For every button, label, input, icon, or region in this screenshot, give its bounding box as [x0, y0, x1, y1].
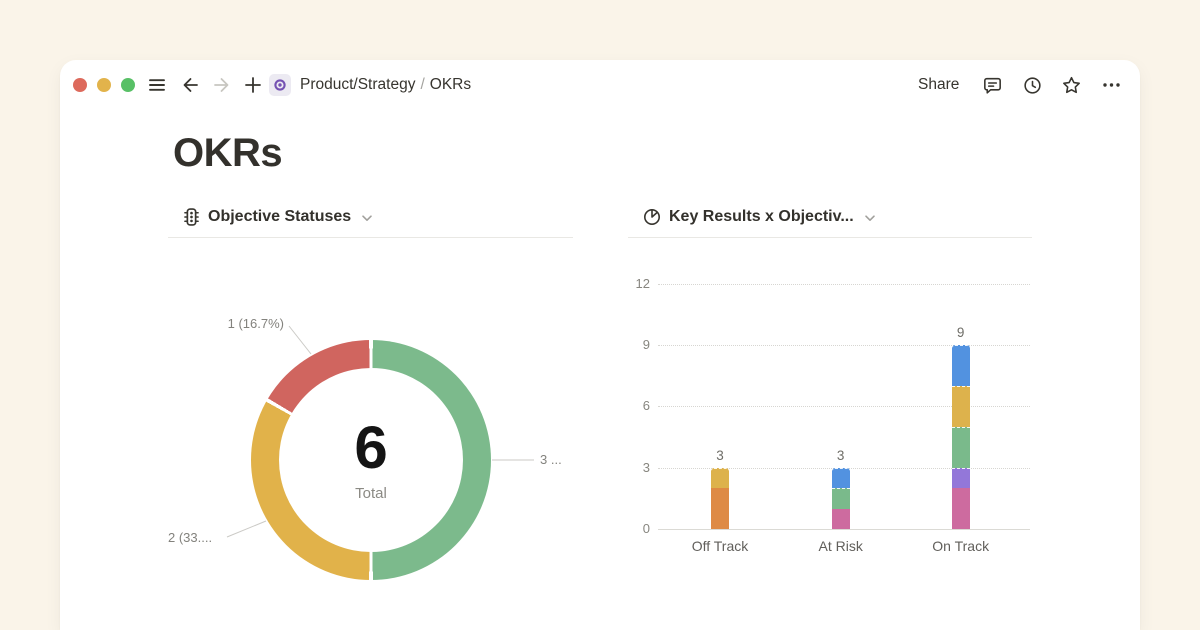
bar-category-label: At Risk [818, 538, 863, 554]
donut-chart[interactable]: 6 Total [251, 340, 491, 580]
x-axis-line [658, 529, 1030, 530]
traffic-light-zoom[interactable] [121, 78, 135, 92]
gridline [658, 344, 1030, 346]
bar-chart-title: Key Results x Objectiv... [669, 208, 854, 225]
bar-value-label: 9 [956, 324, 965, 340]
breadcrumb[interactable]: Product/Strategy / OKRs [300, 76, 471, 94]
y-tick-label: 3 [642, 459, 650, 475]
bar-segment[interactable] [711, 488, 729, 529]
bar-value-label: 3 [836, 447, 845, 463]
chevron-down-icon[interactable] [864, 214, 876, 223]
bar-value-label: 3 [716, 447, 724, 463]
bar-segment[interactable] [951, 344, 970, 386]
breadcrumb-parent[interactable]: Product/Strategy [300, 76, 416, 93]
donut-center: 6 Total [279, 368, 463, 552]
plus-icon[interactable] [243, 75, 263, 95]
bar-segment[interactable] [951, 488, 970, 529]
chevron-down-icon[interactable] [361, 214, 373, 223]
share-button[interactable]: Share [918, 76, 960, 93]
pie-chart-icon [644, 209, 660, 225]
bar-category-label: Off Track [691, 538, 749, 554]
breadcrumb-separator: / [420, 76, 425, 93]
bar-chart-divider [628, 237, 1032, 238]
donut-total-value: 6 [354, 414, 388, 481]
donut-chart-divider [168, 237, 573, 238]
bar-chart-header[interactable]: Key Results x Objectiv... [643, 208, 876, 226]
bar-segment[interactable] [951, 467, 970, 489]
y-tick-label: 12 [635, 275, 650, 291]
y-tick-label: 6 [642, 398, 650, 414]
forward-arrow-icon[interactable] [212, 75, 232, 95]
clock-icon[interactable] [1022, 75, 1042, 95]
donut-total-label: Total [355, 485, 387, 502]
y-tick-label: 9 [642, 336, 650, 352]
donut-chart-header[interactable]: Objective Statuses [183, 208, 373, 226]
bar-segment[interactable] [951, 426, 970, 468]
donut-callout-red: 1 (16.7%) [227, 316, 284, 331]
bar-segment[interactable] [831, 488, 850, 509]
bar-segment[interactable] [831, 508, 850, 529]
traffic-light-minimize[interactable] [97, 78, 111, 92]
more-icon[interactable] [1101, 77, 1121, 97]
star-icon[interactable] [1061, 75, 1081, 95]
donut-callout-green: 3 ... [540, 452, 562, 467]
bar-segment[interactable] [831, 467, 850, 489]
bar-chart: 0 3 6 9 12 3 Off Track 3 At Risk 9 On Track [628, 270, 1032, 570]
breadcrumb-current[interactable]: OKRs [429, 76, 472, 93]
traffic-light-icon [184, 208, 199, 226]
page-title[interactable]: OKRs [173, 131, 283, 175]
y-tick-label: 0 [642, 521, 650, 536]
donut-callout-yellow: 2 (33.... [168, 530, 213, 545]
bar-category-label: On Track [932, 538, 990, 554]
page-eye-icon [269, 74, 291, 96]
donut-chart-title: Objective Statuses [208, 208, 352, 225]
bar-segment[interactable] [711, 467, 729, 489]
comment-icon[interactable] [982, 75, 1002, 95]
sidebar-menu-icon[interactable] [147, 75, 167, 95]
traffic-light-close[interactable] [73, 78, 87, 92]
gridline [658, 283, 1030, 285]
bar-segment[interactable] [951, 385, 970, 427]
back-arrow-icon[interactable] [180, 75, 200, 95]
app-window: Product/Strategy / OKRs Share OK [60, 60, 1140, 630]
gridline [658, 406, 1030, 408]
